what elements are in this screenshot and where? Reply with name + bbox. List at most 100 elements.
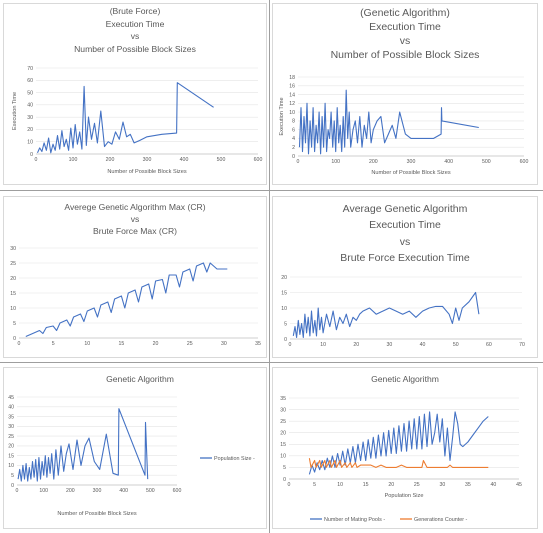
y-tick-label: 25 xyxy=(280,419,286,425)
y-tick-label: 5 xyxy=(284,321,287,327)
x-tick-label: 35 xyxy=(465,482,471,488)
y-tick-label: 70 xyxy=(27,66,33,72)
x-tick-label: 45 xyxy=(516,482,522,488)
x-tick-label: 200 xyxy=(106,157,115,163)
y-tick-label: 40 xyxy=(27,103,33,109)
x-tick-label: 40 xyxy=(420,342,426,348)
x-tick-label: 0 xyxy=(288,482,291,488)
legend-label: Generations Counter - xyxy=(414,517,468,523)
x-tick-label: 100 xyxy=(69,157,78,163)
x-axis-label: Number of Possible Block Sizes xyxy=(57,511,136,517)
series-line xyxy=(36,82,214,154)
x-tick-label: 35 xyxy=(255,341,261,347)
x-tick-label: 200 xyxy=(369,159,378,165)
y-tick-label: 25 xyxy=(10,261,16,267)
x-tick-label: 500 xyxy=(217,157,226,163)
chart-title-line: vs xyxy=(400,35,411,47)
x-tick-label: 10 xyxy=(337,482,343,488)
x-tick-label: 30 xyxy=(221,341,227,347)
y-tick-label: 40 xyxy=(8,405,14,411)
y-tick-label: 10 xyxy=(289,110,295,116)
x-tick-label: 500 xyxy=(146,488,155,494)
series-line xyxy=(25,262,228,338)
x-tick-label: 600 xyxy=(173,488,182,494)
x-tick-label: 500 xyxy=(482,159,491,165)
y-tick-label: 10 xyxy=(10,306,16,312)
chart-title-line: Execution Time xyxy=(369,219,441,231)
chart-panel-max-cr xyxy=(3,196,267,358)
x-tick-label: 50 xyxy=(453,342,459,348)
y-tick-label: 8 xyxy=(292,119,295,125)
chart-c4: Average Genetic Algorithm Execution Time v… xyxy=(281,203,525,348)
y-tick-label: 20 xyxy=(280,431,286,437)
x-tick-label: 15 xyxy=(363,482,369,488)
chart-c6: Genetic Algorithm 0 5 10 15 20 25 30 35 0 5 10 15 20 2… xyxy=(280,374,522,523)
x-tick-label: 10 xyxy=(320,342,326,348)
y-tick-label: 35 xyxy=(8,414,14,420)
x-tick-label: 20 xyxy=(353,342,359,348)
x-tick-label: 400 xyxy=(444,159,453,165)
x-tick-label: 600 xyxy=(254,157,263,163)
y-tick-label: 30 xyxy=(8,424,14,430)
x-tick-label: 400 xyxy=(180,157,189,163)
y-tick-label: 15 xyxy=(280,442,286,448)
y-tick-label: 0 xyxy=(11,483,14,489)
y-tick-label: 15 xyxy=(10,291,16,297)
chart-title-line: Genetic Algorithm xyxy=(106,374,174,384)
y-tick-label: 30 xyxy=(280,407,286,413)
series-line xyxy=(292,291,480,338)
chart-title-line: Brute Force Execution Time xyxy=(340,252,470,264)
x-tick-label: 0 xyxy=(297,159,300,165)
x-tick-label: 40 xyxy=(491,482,497,488)
y-tick-label: 45 xyxy=(8,395,14,401)
chart-title-line: vs xyxy=(400,236,411,248)
y-tick-label: 35 xyxy=(280,396,286,402)
y-axis-label: Execution Time xyxy=(279,97,285,135)
y-tick-label: 0 xyxy=(292,154,295,160)
chart-panel-brute-force-time xyxy=(3,3,267,185)
x-tick-label: 15 xyxy=(119,341,125,347)
y-tick-label: 14 xyxy=(289,92,295,98)
x-tick-label: 0 xyxy=(289,342,292,348)
x-tick-label: 10 xyxy=(84,341,90,347)
y-tick-label: 20 xyxy=(10,276,16,282)
chart-title-line: (Brute Force) xyxy=(110,6,161,16)
chart-title-line: Average Genetic Algorithm xyxy=(343,203,468,215)
y-tick-label: 6 xyxy=(292,127,295,133)
y-tick-label: 50 xyxy=(27,90,33,96)
chart-title-line: Genetic Algorithm xyxy=(371,374,439,384)
y-axis-label: Execution Time xyxy=(12,92,18,130)
y-tick-label: 30 xyxy=(27,115,33,121)
x-tick-label: 60 xyxy=(486,342,492,348)
legend-label: Number of Mating Pools - xyxy=(324,517,385,523)
y-tick-label: 15 xyxy=(281,290,287,296)
chart-panel-population xyxy=(3,367,267,529)
x-tick-label: 25 xyxy=(187,341,193,347)
series-line xyxy=(17,408,149,482)
chart-title-line: Execution Time xyxy=(106,19,165,29)
chart-panel-ga-time xyxy=(272,3,538,185)
y-tick-label: 10 xyxy=(27,140,33,146)
x-tick-label: 20 xyxy=(388,482,394,488)
chart-title-line: Number of Possible Block Sizes xyxy=(331,49,480,61)
y-tick-label: 12 xyxy=(289,101,295,107)
y-tick-label: 0 xyxy=(284,337,287,343)
x-tick-label: 5 xyxy=(52,341,55,347)
chart-c2: (Genetic Algorithm) Execution Time vs Numbe… xyxy=(279,7,528,176)
x-axis-label: Number of Possible Block Sizes xyxy=(107,169,186,175)
x-tick-label: 400 xyxy=(119,488,128,494)
chart-c1: (Brute Force) Execution Time vs Number of P… xyxy=(12,6,262,175)
y-tick-label: 0 xyxy=(30,152,33,158)
x-axis-label: Population Size xyxy=(385,493,424,499)
x-tick-label: 0 xyxy=(18,341,21,347)
y-tick-label: 20 xyxy=(281,275,287,281)
x-tick-label: 20 xyxy=(153,341,159,347)
y-tick-label: 20 xyxy=(27,127,33,133)
y-tick-label: 25 xyxy=(8,434,14,440)
x-axis-label: Number of Possible Block Sizes xyxy=(371,170,450,176)
y-tick-label: 18 xyxy=(289,75,295,81)
y-tick-label: 5 xyxy=(13,321,16,327)
y-tick-label: 30 xyxy=(10,246,16,252)
chart-title-line: (Genetic Algorithm) xyxy=(360,7,450,19)
